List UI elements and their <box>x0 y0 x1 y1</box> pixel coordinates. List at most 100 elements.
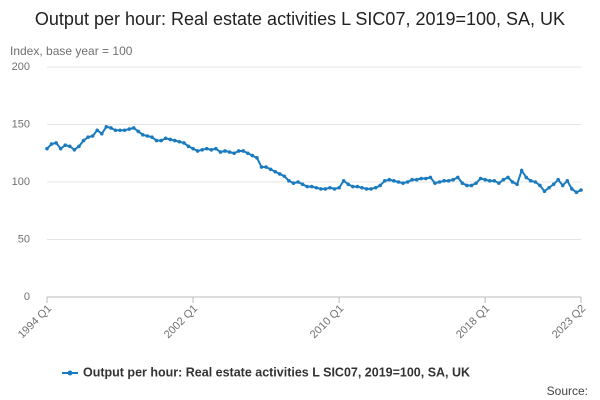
line <box>46 125 582 194</box>
point <box>204 146 209 151</box>
point <box>241 149 246 153</box>
point <box>186 144 191 149</box>
point <box>104 125 109 129</box>
point <box>63 143 68 147</box>
point <box>246 151 250 156</box>
point <box>214 146 218 151</box>
point <box>373 185 378 190</box>
legend-label: Output per hour: Real estate activities … <box>83 365 470 379</box>
point <box>519 168 524 173</box>
point <box>405 180 410 184</box>
point <box>528 179 533 183</box>
point <box>72 148 77 152</box>
point <box>296 180 300 184</box>
point <box>305 184 309 189</box>
point <box>497 181 501 185</box>
point <box>323 187 328 191</box>
point <box>565 179 570 183</box>
point <box>424 176 428 181</box>
point <box>332 187 337 191</box>
point <box>474 181 478 185</box>
point <box>414 177 419 182</box>
point <box>483 177 487 182</box>
point <box>45 146 49 151</box>
point <box>131 126 136 130</box>
legend-marker <box>67 370 73 376</box>
point <box>350 184 355 189</box>
point <box>200 148 204 152</box>
y-tick-label: 100 <box>12 176 30 188</box>
point <box>560 183 565 188</box>
point <box>492 179 497 183</box>
x-tick-label: 2018 Q1 <box>454 303 492 341</box>
source: Source: <box>547 384 588 398</box>
x-tick-label: 1994 Q1 <box>16 303 54 341</box>
point <box>442 179 446 183</box>
y-tick-label: 0 <box>24 291 30 303</box>
point <box>68 144 72 149</box>
point <box>455 175 460 180</box>
point <box>551 182 556 187</box>
point <box>319 187 323 191</box>
point <box>227 150 232 154</box>
point <box>209 148 214 152</box>
point <box>396 180 401 184</box>
point <box>287 179 291 183</box>
point <box>141 133 145 137</box>
point <box>177 139 182 144</box>
point <box>501 177 506 182</box>
point <box>54 141 58 145</box>
point <box>127 127 131 131</box>
point <box>437 180 442 184</box>
point <box>223 149 227 153</box>
point <box>364 187 369 191</box>
point <box>460 181 465 185</box>
point <box>451 177 456 182</box>
point <box>136 129 141 134</box>
point <box>355 184 360 189</box>
point <box>264 165 268 169</box>
point <box>277 172 282 176</box>
point <box>49 142 54 146</box>
point <box>487 179 492 183</box>
point <box>172 138 177 143</box>
point <box>182 141 186 145</box>
point <box>524 175 529 180</box>
y-tick-label: 200 <box>12 61 30 73</box>
y-axis-label: Index, base year = 100 <box>10 44 133 58</box>
point <box>163 136 168 141</box>
point <box>86 135 90 139</box>
point <box>154 138 159 143</box>
point <box>218 150 223 154</box>
point <box>579 188 583 192</box>
point <box>58 146 63 151</box>
point <box>300 182 305 187</box>
point <box>150 135 154 139</box>
point <box>392 179 396 183</box>
point <box>360 185 364 190</box>
point <box>410 177 414 182</box>
point <box>314 185 319 190</box>
point <box>574 190 579 195</box>
point <box>255 156 259 160</box>
point <box>433 181 437 185</box>
point <box>95 128 100 133</box>
point <box>382 179 387 183</box>
point <box>378 183 382 188</box>
point <box>478 176 483 181</box>
point <box>99 131 104 136</box>
point <box>168 137 173 142</box>
point <box>341 179 346 183</box>
point <box>122 128 127 133</box>
point <box>191 146 195 151</box>
point <box>570 187 574 191</box>
point <box>369 187 373 191</box>
point <box>236 149 241 153</box>
point <box>259 165 264 169</box>
point <box>118 128 122 133</box>
point <box>346 182 351 187</box>
point <box>90 134 95 138</box>
point <box>446 179 451 183</box>
point <box>77 144 81 149</box>
point <box>401 181 405 185</box>
